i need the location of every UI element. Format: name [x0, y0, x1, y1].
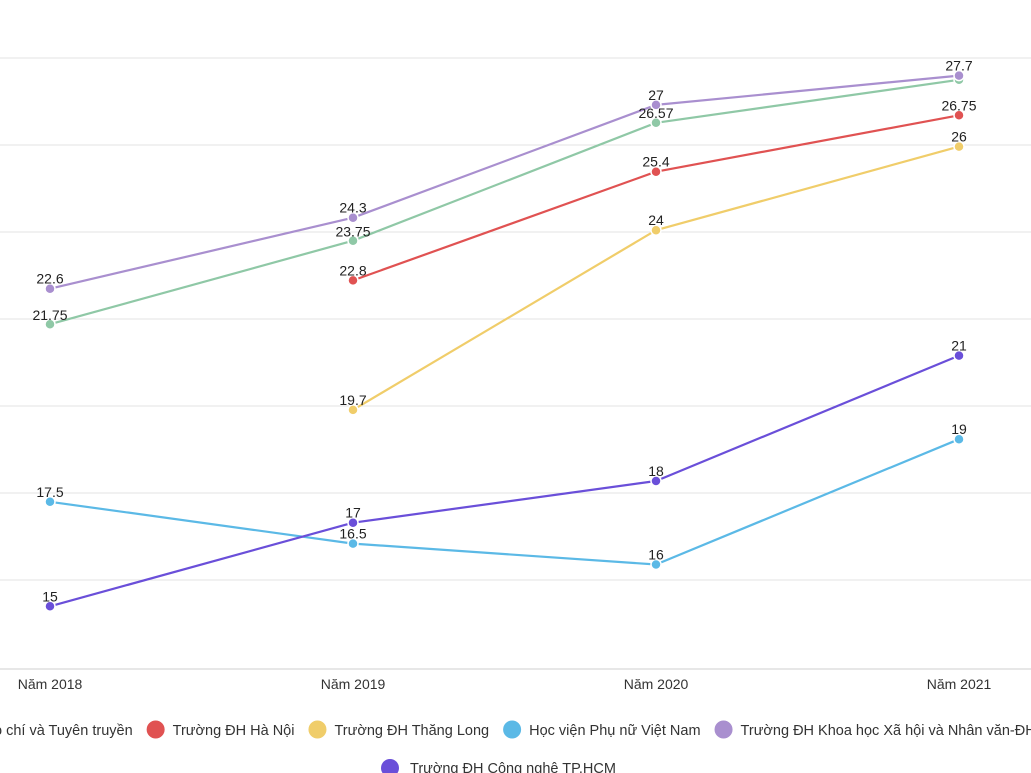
data-point[interactable]: [650, 165, 662, 178]
data-label: 24.3: [339, 200, 366, 216]
legend-item-label[interactable]: Học viện Phụ nữ Việt Nam: [529, 723, 700, 739]
data-point[interactable]: [347, 274, 359, 287]
data-point[interactable]: [650, 224, 662, 236]
data-point[interactable]: [650, 558, 662, 571]
x-tick-label: Năm 2018: [18, 676, 83, 692]
data-point[interactable]: [650, 99, 662, 111]
legend-item-label[interactable]: Trường ĐH Công nghệ TP.HCM: [410, 761, 616, 773]
data-point[interactable]: [953, 349, 965, 362]
legend-item-label[interactable]: o chí và Tuyên truyền: [0, 723, 133, 739]
data-point[interactable]: [953, 140, 965, 153]
series-group: [44, 69, 965, 613]
x-tick-label: Năm 2019: [321, 676, 386, 692]
series-line-0: [49, 78, 960, 326]
data-label: 25.4: [642, 154, 669, 170]
data-label: 22.6: [36, 271, 63, 287]
series-line-3: [49, 438, 960, 566]
data-label: 19.7: [339, 392, 366, 408]
legend-item-label[interactable]: Trường ĐH Hà Nội: [173, 723, 295, 739]
data-label: 27: [648, 87, 664, 103]
data-label: 24: [648, 212, 664, 228]
data-point[interactable]: [347, 537, 359, 550]
data-point[interactable]: [347, 516, 359, 529]
data-labels: 21.75 23.75 26.57 22.8 25.4 26.75 19.7 24 26 17.5…: [32, 58, 976, 605]
data-point[interactable]: [953, 433, 965, 445]
legend-item-label[interactable]: Trường ĐH Khoa học Xã hội và Nhân văn-ĐH…: [741, 723, 1031, 739]
data-point[interactable]: [953, 109, 965, 122]
x-tick-label: Năm 2021: [927, 676, 992, 692]
data-label: 19: [951, 421, 967, 437]
data-label: 26.75: [941, 97, 976, 113]
legend-swatch: [503, 720, 522, 739]
series-line-1: [352, 114, 960, 282]
grid: [0, 57, 1031, 670]
data-point[interactable]: [953, 69, 965, 82]
legend: o chí và Tuyên truyền Trường ĐH Hà Nội Trư…: [0, 720, 1031, 773]
data-point[interactable]: [347, 404, 359, 416]
data-label: 16.5: [339, 526, 366, 542]
data-label: 18: [648, 463, 664, 479]
legend-swatch: [308, 720, 327, 739]
data-label: 16: [648, 547, 664, 563]
data-point[interactable]: [44, 600, 56, 613]
series-line-4: [49, 74, 960, 290]
data-point[interactable]: [347, 234, 359, 247]
data-label: 26: [951, 129, 967, 145]
data-label: 15: [42, 588, 58, 604]
data-point[interactable]: [44, 318, 56, 330]
data-label: 17: [345, 505, 361, 521]
data-label: 17.5: [36, 484, 63, 500]
legend-swatch: [714, 720, 733, 739]
x-axis: Năm 2018 Năm 2019 Năm 2020 Năm 2021: [18, 676, 992, 692]
data-point[interactable]: [44, 282, 56, 295]
legend-swatch: [146, 720, 165, 739]
data-point[interactable]: [347, 211, 359, 224]
data-label: 23.75: [335, 224, 370, 240]
legend-swatch: [381, 759, 399, 773]
series-line-5: [49, 354, 960, 608]
data-label: 26.57: [638, 105, 673, 121]
data-label: 21: [951, 338, 967, 354]
data-point[interactable]: [650, 117, 662, 129]
data-point[interactable]: [44, 496, 56, 508]
data-label: 21.75: [32, 307, 67, 323]
data-label: 22.8: [339, 262, 366, 278]
data-point[interactable]: [650, 475, 662, 487]
x-tick-label: Năm 2020: [624, 676, 689, 692]
legend-item-label[interactable]: Trường ĐH Thăng Long: [334, 723, 489, 739]
series-line-2: [352, 145, 960, 411]
data-label: 27.7: [945, 58, 972, 74]
